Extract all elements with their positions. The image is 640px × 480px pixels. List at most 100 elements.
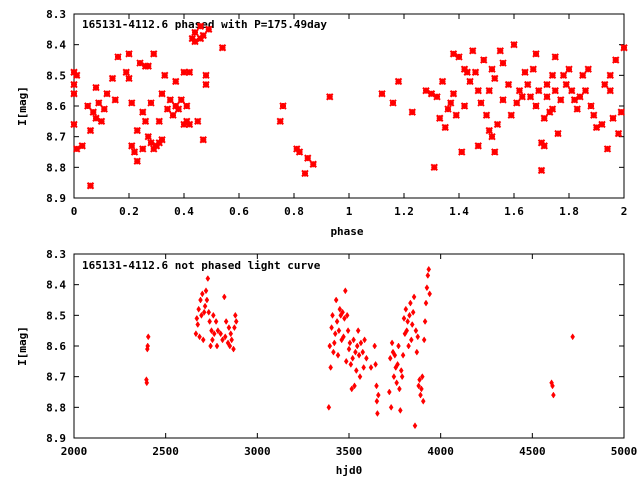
y-tick-label: 8.8	[46, 401, 66, 414]
data-point	[551, 53, 559, 61]
data-point	[211, 330, 217, 338]
data-point	[507, 111, 515, 119]
x-tick-label: 0	[71, 205, 78, 218]
data-point	[108, 74, 117, 83]
data-point	[409, 336, 414, 344]
data-point	[398, 367, 404, 374]
data-point	[92, 83, 100, 92]
data-point	[477, 99, 485, 107]
y-tick-label: 8.4	[46, 39, 66, 52]
data-point	[579, 71, 587, 80]
data-point	[510, 40, 518, 49]
data-point	[535, 86, 543, 95]
data-point	[144, 62, 152, 70]
data-point	[550, 382, 555, 390]
data-point	[449, 50, 458, 58]
data-point	[329, 324, 334, 332]
data-point	[387, 388, 392, 396]
data-point	[139, 145, 147, 153]
data-point	[145, 333, 151, 341]
data-point	[360, 348, 366, 356]
data-point	[521, 68, 529, 76]
data-point	[194, 314, 200, 322]
data-point	[532, 102, 540, 110]
data-point	[592, 123, 601, 132]
data-point	[150, 50, 158, 58]
data-point	[488, 65, 496, 73]
data-point	[209, 327, 214, 335]
data-point	[587, 102, 595, 110]
x-tick-label: 2000	[61, 445, 88, 458]
data-point	[350, 354, 355, 362]
data-point	[309, 160, 317, 168]
data-point	[392, 351, 398, 359]
x-tick-label: 3000	[244, 445, 271, 458]
data-point	[139, 108, 147, 116]
y-tick-label: 8.6	[46, 340, 66, 353]
data-point	[374, 382, 379, 390]
y-tick-label: 8.8	[46, 161, 66, 174]
data-point	[183, 102, 191, 110]
data-point	[397, 385, 402, 393]
x-tick-label: 3500	[336, 445, 363, 458]
data-point	[496, 47, 504, 55]
data-point	[601, 80, 609, 89]
data-point	[185, 68, 194, 76]
data-point	[408, 108, 416, 116]
data-point	[330, 311, 335, 319]
data-point	[557, 96, 565, 104]
data-point	[185, 120, 194, 129]
data-point	[364, 354, 369, 362]
data-point	[332, 330, 338, 338]
data-point	[196, 22, 205, 30]
data-point	[328, 364, 333, 371]
data-point	[195, 321, 201, 328]
data-point	[227, 342, 233, 350]
data-point	[488, 132, 496, 141]
data-point	[614, 129, 623, 138]
data-point	[460, 102, 469, 110]
data-point	[354, 342, 360, 350]
data-point	[133, 126, 141, 135]
data-point	[373, 360, 378, 368]
data-point	[147, 99, 155, 107]
y-tick-label: 8.7	[46, 131, 66, 144]
data-point	[358, 339, 364, 347]
data-point	[532, 50, 540, 58]
y-tick-label: 8.5	[46, 309, 66, 322]
y-tick-label: 8.3	[46, 248, 66, 261]
data-point	[103, 90, 111, 98]
x-tick-label: 4000	[427, 445, 454, 458]
data-point	[301, 169, 309, 178]
data-point	[398, 406, 403, 414]
data-point	[161, 71, 169, 80]
data-point	[554, 129, 562, 138]
data-point	[202, 71, 210, 80]
data-point	[73, 71, 81, 80]
data-point	[233, 311, 238, 319]
data-point	[606, 86, 614, 95]
data-point	[141, 117, 150, 126]
data-point	[86, 182, 95, 190]
data-point	[387, 354, 393, 362]
data-point	[427, 290, 432, 298]
data-point	[413, 327, 419, 335]
ylabel-phased: I[mag]	[16, 86, 29, 126]
data-point	[158, 90, 166, 98]
data-point	[73, 145, 81, 153]
data-point	[177, 96, 185, 104]
data-point	[491, 148, 499, 156]
data-point	[372, 342, 377, 350]
ylabel-unphased: I[mag]	[16, 326, 29, 366]
data-point	[422, 86, 430, 95]
data-point	[394, 379, 399, 387]
data-point	[485, 86, 493, 95]
data-point	[400, 351, 406, 359]
data-point	[491, 74, 499, 83]
data-point	[415, 333, 421, 341]
data-point	[438, 77, 447, 86]
data-point	[202, 80, 210, 89]
data-point	[191, 37, 199, 46]
data-point	[345, 327, 351, 335]
